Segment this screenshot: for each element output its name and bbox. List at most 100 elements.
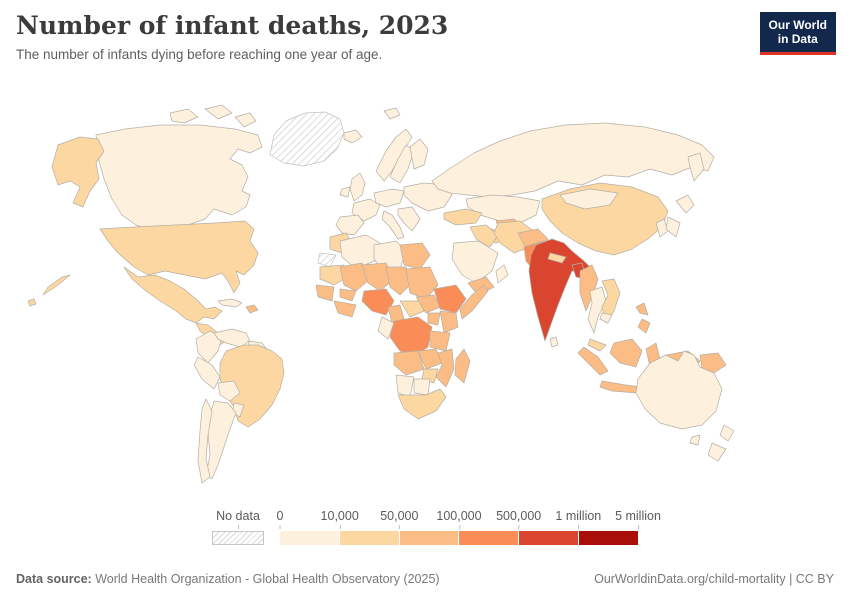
country-turkey[interactable] [443,208,483,226]
country-chad[interactable] [385,266,413,296]
country-canada-arctic-island-2[interactable] [204,104,233,120]
country-papua-new-guinea[interactable] [699,352,727,374]
country-mozambique[interactable] [435,348,455,388]
country-cambodia[interactable] [599,312,613,324]
country-russia[interactable] [431,122,715,198]
chart-subtitle: The number of infants dying before reach… [16,46,383,62]
country-russia-kamchatka[interactable] [687,152,705,182]
country-tasmania[interactable] [689,434,701,446]
country-niger[interactable] [361,262,395,292]
country-bolivia[interactable] [217,380,241,402]
legend-tick-0: 0 [276,509,284,529]
legend-swatch-bin4[interactable] [459,531,520,545]
legend-tick-5million: 5 million [615,509,661,529]
country-balkans-greece[interactable] [397,206,421,232]
owid-logo[interactable]: Our World in Data [759,12,836,55]
country-nigeria[interactable] [361,288,395,316]
legend-swatch-bin2[interactable] [339,531,400,545]
country-germany-poland[interactable] [373,188,405,208]
country-western-sahara[interactable] [317,252,337,268]
country-burkina-faso[interactable] [339,288,357,302]
country-cuba[interactable] [217,298,243,308]
country-united-states[interactable] [99,220,259,294]
legend-tick-500000: 500,000 [496,509,542,529]
legend-swatch-bin5[interactable] [519,531,580,545]
country-ethiopia[interactable] [433,284,467,314]
country-mali[interactable] [339,262,371,292]
legend-tick-labels: 0 10,000 50,000 100,000 500,000 1 millio… [276,509,661,529]
country-venezuela[interactable] [213,328,251,348]
country-canada-arctic-island-1[interactable] [169,108,199,124]
country-colombia[interactable] [195,330,223,364]
country-saudi-arabia[interactable] [451,240,499,284]
country-central-african-republic[interactable] [399,300,425,318]
country-sudan[interactable] [405,266,439,300]
country-united-kingdom[interactable] [349,172,366,202]
country-ireland[interactable] [339,186,351,198]
legend-swatch-bin3[interactable] [399,531,460,545]
legend-color-bar: 0 10,000 50,000 100,000 500,000 1 millio… [276,509,661,545]
country-philippines-north[interactable] [635,302,649,316]
country-alaska[interactable] [51,136,105,208]
country-uganda[interactable] [427,312,441,326]
country-thailand[interactable] [587,286,607,334]
country-mexico[interactable] [123,266,223,324]
country-new-zealand-south[interactable] [707,442,727,462]
country-finland[interactable] [409,138,429,170]
country-spain-portugal[interactable] [335,214,365,236]
country-france[interactable] [351,198,381,222]
country-senegal-guinea[interactable] [315,284,335,302]
country-iceland[interactable] [343,129,363,144]
country-syria-iraq[interactable] [469,224,499,248]
country-madagascar[interactable] [454,348,471,384]
country-chile[interactable] [197,398,213,484]
country-borneo[interactable] [609,338,643,368]
country-botswana[interactable] [413,378,431,396]
country-yemen[interactable] [467,276,495,296]
country-hawaii[interactable] [27,298,37,307]
country-svalbard[interactable] [383,107,401,120]
legend-tick-1million: 1 million [555,509,602,529]
data-source-text: World Health Organization - Global Healt… [91,572,440,586]
country-algeria[interactable] [339,234,381,270]
country-angola[interactable] [393,350,425,376]
country-south-africa[interactable] [397,388,447,420]
country-indonesia-sumatra[interactable] [577,346,609,376]
country-italy[interactable] [381,210,405,240]
country-alaska-peninsula[interactable] [42,274,71,296]
chart-header: Number of infant deaths, 2023 The number… [16,12,740,62]
legend-tick-100000: 100,000 [436,509,482,529]
country-japan-north[interactable] [675,194,695,214]
country-egypt[interactable] [399,242,431,270]
country-canada-arctic-island-3[interactable] [234,112,257,128]
country-australia[interactable] [635,350,723,430]
country-norway[interactable] [375,128,413,182]
country-mongolia[interactable] [559,188,619,210]
country-nepal[interactable] [547,252,567,264]
country-canada[interactable] [95,124,263,232]
legend-tick-10000: 10,000 [320,509,359,529]
world-map [0,95,850,505]
legend-no-data-swatch[interactable] [212,531,264,545]
country-oman[interactable] [495,264,509,284]
country-haiti[interactable] [245,304,259,314]
country-namibia[interactable] [395,374,415,398]
country-somalia[interactable] [459,284,489,320]
legend-swatch-bin1[interactable] [280,531,340,545]
country-cote-divoire-ghana[interactable] [333,300,357,318]
country-greenland[interactable] [269,111,345,167]
country-philippines-south[interactable] [637,318,651,334]
legend-swatch-bin6[interactable] [579,531,638,545]
country-tanzania[interactable] [429,330,451,352]
country-malaysia[interactable] [587,338,607,352]
country-kenya[interactable] [439,310,459,334]
country-japan-south[interactable] [665,216,681,238]
country-peru[interactable] [193,356,221,390]
owid-link[interactable]: OurWorldinData.org/child-mortality | CC … [594,572,834,586]
data-source-label: Data source: [16,572,92,586]
country-indonesia-java[interactable] [599,380,643,394]
country-sri-lanka[interactable] [549,336,559,348]
country-congo-gabon[interactable] [377,316,395,340]
country-new-zealand-north[interactable] [719,424,735,442]
page-title: Number of infant deaths, 2023 [16,11,449,40]
